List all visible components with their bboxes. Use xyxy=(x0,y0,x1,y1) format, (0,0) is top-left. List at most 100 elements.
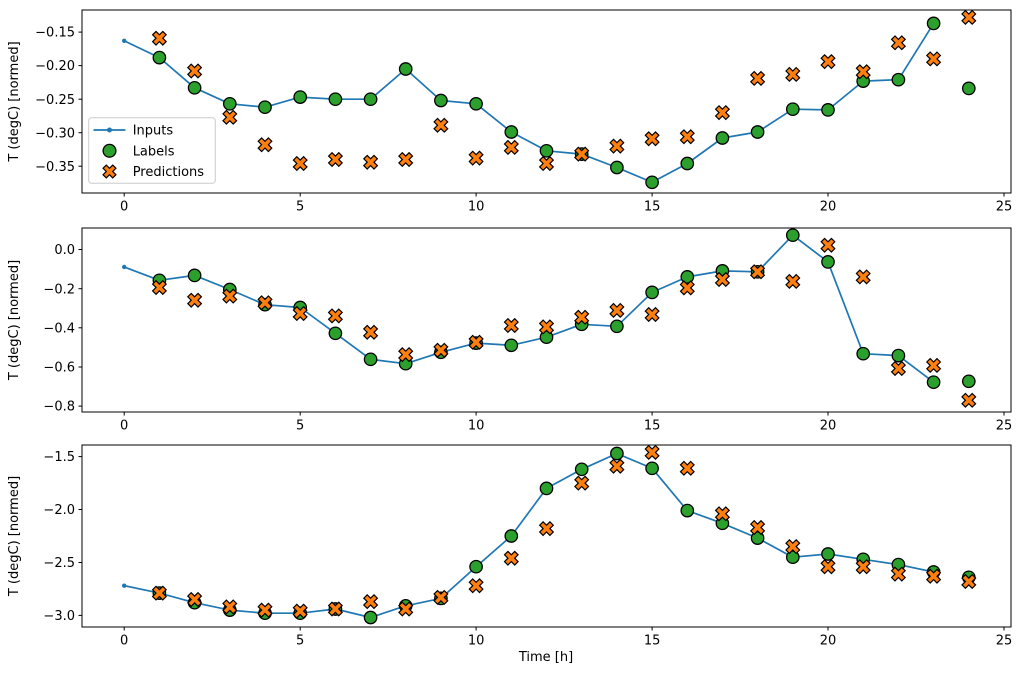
x-tick-label: 10 xyxy=(468,634,485,649)
predictions-marker xyxy=(292,155,308,172)
predictions-marker xyxy=(714,506,731,522)
axes-frame xyxy=(81,9,1012,194)
predictions-marker xyxy=(468,334,484,350)
labels-marker xyxy=(434,93,448,108)
predictions-marker xyxy=(538,155,555,172)
predictions-marker xyxy=(151,279,168,296)
labels-marker xyxy=(610,446,624,461)
labels-marker xyxy=(258,100,272,115)
labels-marker xyxy=(785,550,800,565)
y-tick-label: −0.25 xyxy=(35,93,75,108)
labels-marker xyxy=(574,462,589,477)
y-tick-label: −0.2 xyxy=(43,282,75,297)
labels-marker xyxy=(187,268,202,283)
y-tick-label: −3.0 xyxy=(43,609,75,624)
labels-marker xyxy=(222,96,237,111)
predictions-marker xyxy=(257,602,273,618)
y-tick-label: −0.20 xyxy=(35,59,75,74)
inputs-marker xyxy=(122,583,127,588)
predictions-marker xyxy=(398,346,414,363)
y-tick-label: −0.30 xyxy=(35,126,75,141)
axes-frame xyxy=(81,444,1012,628)
x-tick-label: 25 xyxy=(996,200,1013,215)
legend-labels-marker-sample xyxy=(102,143,117,158)
predictions-marker xyxy=(855,559,871,575)
predictions-marker xyxy=(961,9,977,26)
predictions-marker xyxy=(855,269,871,285)
inputs-line xyxy=(122,451,936,620)
predictions-marker xyxy=(151,585,168,601)
predictions-marker xyxy=(102,164,117,179)
predictions-marker xyxy=(890,566,907,582)
y-tick-label: −2.5 xyxy=(43,556,75,571)
predictions-marker xyxy=(362,593,379,610)
labels-marker xyxy=(398,62,413,76)
predictions-marker xyxy=(609,458,625,474)
x-axis-ticks: 0 5 10 15 20 25 xyxy=(120,193,1012,215)
predictions-markers xyxy=(151,237,977,408)
x-axis-ticks: 0 5 10 15 20 25 xyxy=(120,412,1012,434)
inputs-marker xyxy=(122,264,127,270)
labels-marker xyxy=(645,461,659,476)
labels-marker xyxy=(645,175,659,190)
x-tick-label: 25 xyxy=(996,419,1013,434)
inputs-line xyxy=(122,233,936,385)
legend-label-predictions: Predictions xyxy=(133,165,205,180)
labels-markers xyxy=(152,228,976,390)
x-tick-label: 15 xyxy=(644,634,661,649)
predictions-marker xyxy=(433,589,449,606)
predictions-marker xyxy=(714,271,731,288)
labels-marker xyxy=(926,16,941,31)
y-tick-label: −2.0 xyxy=(43,503,75,518)
labels-markers xyxy=(152,446,976,625)
predictions-marker xyxy=(257,295,273,311)
x-tick-label: 0 xyxy=(120,200,128,215)
labels-marker xyxy=(856,346,871,361)
predictions-marker xyxy=(890,35,907,51)
predictions-marker xyxy=(327,151,344,168)
labels-marker xyxy=(610,160,624,175)
axes-frame xyxy=(81,227,1012,413)
labels-marker xyxy=(504,338,519,353)
labels-marker xyxy=(715,131,730,145)
labels-marker xyxy=(785,102,800,117)
predictions-marker xyxy=(398,601,414,617)
labels-marker xyxy=(469,559,483,574)
labels-marker xyxy=(750,531,765,545)
labels-marker xyxy=(504,529,519,543)
y-tick-label: −0.15 xyxy=(35,26,75,41)
predictions-marker xyxy=(468,578,484,594)
labels-markers xyxy=(152,16,976,190)
predictions-marker xyxy=(292,603,308,619)
predictions-marker xyxy=(855,64,871,80)
predictions-marker xyxy=(890,360,907,377)
predictions-marker xyxy=(644,131,660,147)
inputs-line xyxy=(122,21,936,185)
legend-label-inputs: Inputs xyxy=(133,124,174,139)
y-axis-label-bottom: T (degC) [normed] xyxy=(7,476,22,597)
predictions-marker xyxy=(362,154,379,170)
predictions-marker xyxy=(925,357,942,374)
predictions-marker xyxy=(503,550,519,566)
x-tick-label: 5 xyxy=(296,200,304,215)
legend-inputs-dot-sample xyxy=(107,127,112,133)
predictions-marker xyxy=(749,264,766,280)
labels-marker xyxy=(961,374,976,389)
predictions-marker xyxy=(785,538,801,555)
predictions-marker xyxy=(679,280,695,296)
y-axis-label-top: T (degC) [normed] xyxy=(7,41,22,162)
y-tick-label: −0.6 xyxy=(43,361,75,376)
predictions-marker xyxy=(186,292,203,308)
x-tick-label: 10 xyxy=(468,419,485,434)
predictions-marker xyxy=(538,319,555,335)
labels-marker xyxy=(363,92,378,107)
x-tick-label: 5 xyxy=(296,634,304,649)
labels-marker xyxy=(363,610,378,625)
labels-marker xyxy=(785,228,800,243)
predictions-marker xyxy=(609,138,625,154)
predictions-marker xyxy=(468,150,484,166)
predictions-marker xyxy=(186,63,203,79)
inputs-marker xyxy=(122,38,127,43)
predictions-marker xyxy=(574,146,590,162)
